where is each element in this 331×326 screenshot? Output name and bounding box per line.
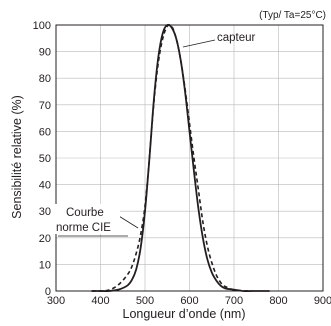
annotation-cie-bg <box>54 204 120 234</box>
condition-note: (Typ/ Ta=25°C) <box>259 10 326 21</box>
series-layer <box>91 23 270 292</box>
y-tick-label: 90 <box>39 47 51 59</box>
y-tick-label: 0 <box>45 286 51 298</box>
annotation-cie-line-2: norme CIE <box>56 222 111 234</box>
annotation-capteur-leader <box>182 39 216 48</box>
x-tick-label: 400 <box>91 295 109 307</box>
x-axis-label: Longueur d’onde (nm) <box>123 307 246 321</box>
x-tick-label: 700 <box>225 295 243 307</box>
x-tick-label: 300 <box>47 295 65 307</box>
plot-frame <box>55 24 324 292</box>
y-tick-label: 60 <box>39 126 51 138</box>
y-tick-label: 70 <box>39 100 51 112</box>
annotation-cie: Courbe norme CIE <box>54 204 139 237</box>
y-tick-label: 80 <box>39 73 51 85</box>
annotation-cie-line-1: Courbe <box>66 207 104 219</box>
y-tick-label: 20 <box>39 233 51 245</box>
y-tick-label: 30 <box>39 206 51 218</box>
x-tick-label: 900 <box>314 295 331 307</box>
x-tick-label: 800 <box>269 295 287 307</box>
y-axis-label: Sensibilité relative (%) <box>10 95 24 219</box>
y-tick-label: 40 <box>39 180 51 192</box>
y-tick-label: 100 <box>33 20 51 32</box>
x-tick-label: 600 <box>180 295 198 307</box>
x-tick-labels: 300 400 500 600 700 800 900 <box>47 295 331 307</box>
annotation-capteur-text: capteur <box>217 32 256 44</box>
y-tick-label: 10 <box>39 259 51 271</box>
y-tick-labels: 0 10 20 30 40 50 60 70 80 90 100 <box>33 20 51 298</box>
annotation-capteur: capteur <box>182 32 256 48</box>
grid <box>56 25 323 291</box>
x-tick-label: 500 <box>136 295 154 307</box>
y-tick-label: 50 <box>39 153 51 165</box>
series-cie-line <box>91 24 252 292</box>
